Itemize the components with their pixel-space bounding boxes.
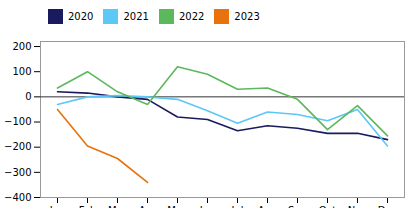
svg-text:Oct: Oct [319,205,336,208]
svg-text:Apr: Apr [139,205,157,208]
html-text:2021: 2021 [123,11,149,22]
svg-text:Mar: Mar [108,205,128,208]
svg-text:Sep: Sep [288,205,307,208]
html-text:2022: 2022 [178,11,205,22]
svg-text:−100: −100 [4,116,31,127]
svg-text:200: 200 [12,41,31,52]
svg-text:−400: −400 [4,192,31,203]
svg-text:Dec: Dec [378,205,397,208]
svg-text:Jan: Jan [49,205,65,208]
svg-text:Nov: Nov [348,205,368,208]
html-text:2023: 2023 [234,11,260,22]
svg-text:−200: −200 [4,141,31,152]
svg-text:Aug: Aug [258,205,278,208]
svg-text:−300: −300 [4,167,31,178]
svg-text:100: 100 [12,66,31,77]
svg-text:May: May [167,205,188,208]
html-text:2020: 2020 [68,11,94,22]
svg-text:Jun: Jun [199,205,216,208]
svg-text:0: 0 [25,91,31,102]
svg-text:Jul: Jul [230,205,243,208]
svg-text:Feb: Feb [79,205,97,208]
